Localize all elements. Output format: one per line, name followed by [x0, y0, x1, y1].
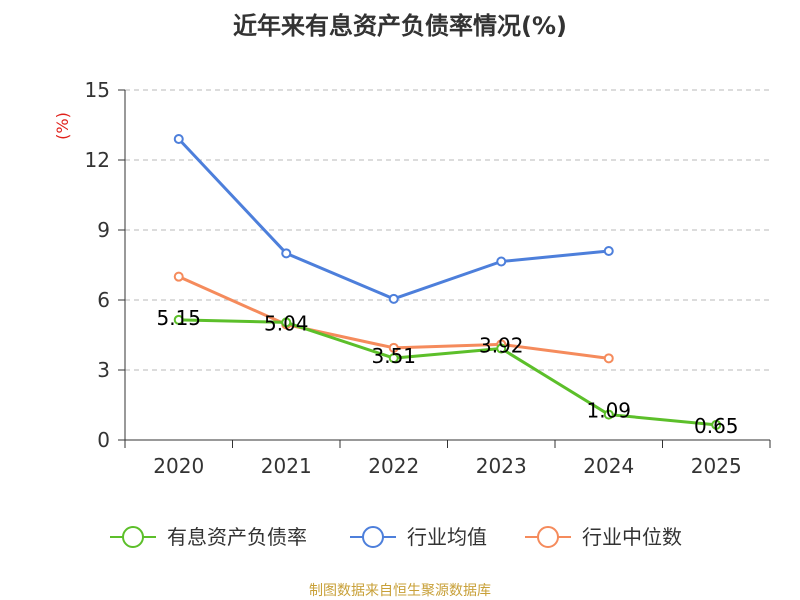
y-axis-label: (%) — [53, 112, 72, 140]
x-tick-label: 2021 — [261, 454, 312, 478]
legend-marker — [537, 526, 559, 548]
data-point — [173, 314, 184, 325]
data-point — [496, 256, 507, 267]
data-label: 5.15 — [156, 306, 201, 330]
data-label: 1.09 — [586, 399, 631, 423]
source-note: 制图数据来自恒生聚源数据库 — [309, 583, 491, 599]
data-label: 0.65 — [694, 414, 739, 438]
x-tick-label: 2022 — [368, 454, 419, 478]
data-point — [603, 353, 614, 364]
x-tick-label: 2023 — [476, 454, 527, 478]
x-tick-label: 2024 — [583, 454, 634, 478]
legend-label: 行业均值 — [407, 525, 487, 549]
data-point — [281, 317, 292, 328]
chart-title: 近年来有息资产负债率情况(%) — [233, 12, 567, 40]
data-point — [173, 134, 184, 144]
y-tick-label: 12 — [85, 148, 110, 172]
data-point — [173, 271, 184, 282]
data-label: 5.04 — [264, 311, 309, 335]
x-tick-label: 2020 — [153, 454, 204, 478]
data-point — [388, 293, 399, 304]
data-point — [603, 246, 614, 256]
legend-label: 行业中位数 — [582, 525, 682, 549]
x-tick-label: 2025 — [691, 454, 742, 478]
legend-label: 有息资产负债率 — [167, 525, 307, 549]
y-tick-label: 3 — [97, 358, 110, 382]
data-point — [496, 343, 507, 354]
y-tick-label: 9 — [97, 218, 110, 242]
legend-marker — [122, 526, 144, 548]
data-label: 3.51 — [371, 344, 416, 368]
data-point — [281, 248, 292, 259]
data-point — [388, 353, 399, 364]
data-point — [388, 342, 399, 353]
y-tick-label: 15 — [85, 78, 110, 102]
series-line — [178, 318, 717, 427]
legend-marker — [362, 526, 384, 548]
y-tick-label: 0 — [97, 428, 110, 452]
y-tick-label: 6 — [97, 288, 110, 312]
data-label: 3.92 — [479, 334, 524, 358]
data-point — [711, 419, 722, 430]
data-point — [603, 409, 614, 420]
series-line — [177, 137, 609, 301]
